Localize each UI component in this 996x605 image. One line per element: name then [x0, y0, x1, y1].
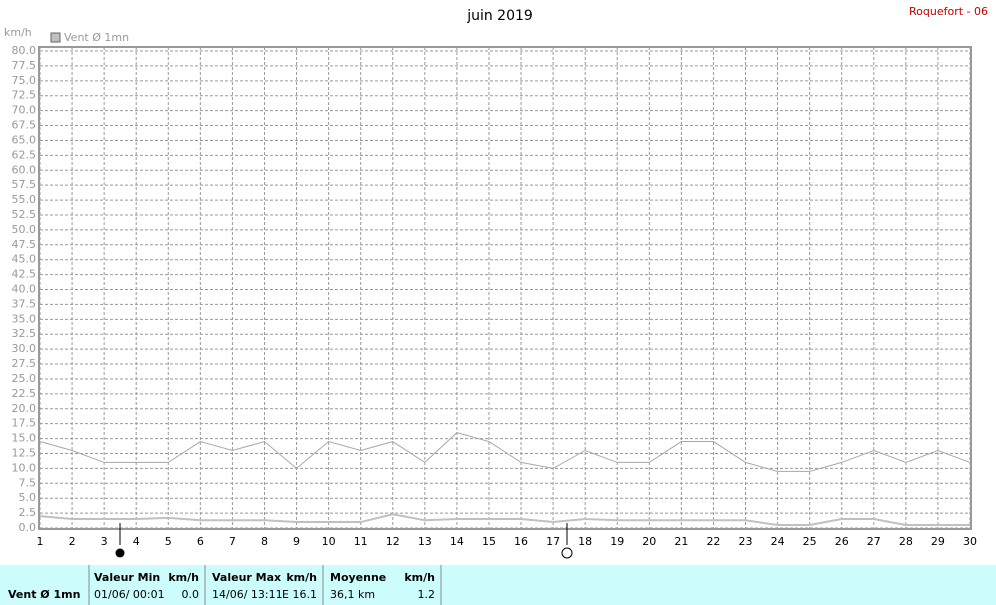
x-tick-label: 23 [739, 535, 753, 548]
footer: Vent Ø 1mn Valeur Min km/h 01/06/ 00:01 … [0, 565, 996, 605]
col-unit: km/h [286, 571, 317, 584]
col-value: 1.2 [418, 588, 436, 601]
y-tick-label: 12.5 [12, 446, 37, 459]
y-tick-label: 60.0 [12, 163, 37, 176]
x-tick-label: 21 [674, 535, 688, 548]
col-date: 01/06/ 00:01 [94, 588, 165, 601]
y-tick-label: 15.0 [12, 432, 37, 445]
footer-label: Vent Ø 1mn [8, 588, 80, 601]
x-tick-label: 7 [229, 535, 236, 548]
col-value: E 16.1 [282, 588, 317, 601]
x-tick-label: 6 [197, 535, 204, 548]
x-tick-label: 10 [322, 535, 336, 548]
station: Roquefort - 06 [909, 5, 988, 18]
y-tick-label: 35.0 [12, 312, 37, 325]
x-tick-label: 20 [642, 535, 656, 548]
x-tick-label: 12 [386, 535, 400, 548]
y-tick-label: 75.0 [12, 74, 37, 87]
y-tick-label: 52.5 [12, 208, 37, 221]
col-date: 14/06/ 13:11 [212, 588, 283, 601]
x-tick-label: 19 [610, 535, 624, 548]
legend-swatch [50, 32, 61, 43]
x-tick-label: 22 [706, 535, 720, 548]
y-tick-label: 0.0 [19, 521, 37, 534]
col-title: Valeur Max [212, 571, 281, 584]
chart-title: juin 2019 [466, 8, 533, 24]
y-tick-label: 62.5 [12, 148, 37, 161]
y-tick-label: 17.5 [12, 417, 37, 430]
x-tick-label: 30 [963, 535, 977, 548]
legend-label: Vent Ø 1mn [64, 31, 129, 44]
y-tick-label: 5.0 [19, 491, 37, 504]
x-tick-label: 15 [482, 535, 496, 548]
x-tick-label: 1 [37, 535, 44, 548]
y-tick-label: 37.5 [12, 297, 37, 310]
x-tick-label: 29 [931, 535, 945, 548]
y-tick-label: 70.0 [12, 104, 37, 117]
y-tick-label: 30.0 [12, 342, 37, 355]
x-tick-label: 9 [293, 535, 300, 548]
y-tick-label: 65.0 [12, 133, 37, 146]
x-tick-label: 28 [899, 535, 913, 548]
y-tick-label: 22.5 [12, 387, 37, 400]
series-line [39, 432, 971, 472]
x-tick-label: 18 [578, 535, 592, 548]
y-tick-label: 7.5 [19, 476, 37, 489]
series-line [39, 513, 970, 527]
y-tick-label: 55.0 [12, 193, 37, 206]
y-tick-label: 45.0 [12, 253, 37, 266]
x-tick-label: 27 [867, 535, 881, 548]
moon-icon [115, 548, 125, 558]
y-tick-label: 67.5 [12, 119, 37, 132]
y-tick-label: 72.5 [12, 89, 37, 102]
y-tick-label: 20.0 [12, 402, 37, 415]
y-tick-label: 57.5 [12, 178, 37, 191]
x-tick-label: 13 [418, 535, 432, 548]
x-tick-label: 17 [546, 535, 560, 548]
x-tick-label: 5 [165, 535, 172, 548]
x-tick-label: 25 [803, 535, 817, 548]
x-tick-label: 11 [354, 535, 368, 548]
y-tick-label: 80.0 [12, 44, 37, 57]
col-value: 0.0 [182, 588, 200, 601]
x-tick-label: 24 [771, 535, 785, 548]
footer-bg [0, 565, 996, 605]
col-unit: km/h [168, 571, 199, 584]
x-tick-label: 26 [835, 535, 849, 548]
y-tick-label: 77.5 [12, 59, 37, 72]
x-tick-label: 3 [101, 535, 108, 548]
col-title: Valeur Min [94, 571, 160, 584]
y-tick-label: 50.0 [12, 223, 37, 236]
y-tick-label: 25.0 [12, 372, 37, 385]
x-tick-label: 8 [261, 535, 268, 548]
plot-frame [38, 46, 972, 530]
x-tick-label: 4 [133, 535, 140, 548]
y-tick-label: 27.5 [12, 357, 37, 370]
y-unit: km/h [4, 26, 32, 39]
y-tick-label: 42.5 [12, 268, 37, 281]
y-tick-label: 40.0 [12, 283, 37, 296]
x-tick-label: 14 [450, 535, 464, 548]
x-tick-label: 16 [514, 535, 528, 548]
y-tick-label: 10.0 [12, 461, 37, 474]
y-tick-label: 47.5 [12, 238, 37, 251]
x-tick-label: 2 [69, 535, 76, 548]
y-tick-label: 32.5 [12, 327, 37, 340]
y-tick-label: 2.5 [19, 506, 37, 519]
col-date: 36,1 km [330, 588, 375, 601]
col-title: Moyenne [330, 571, 386, 584]
col-unit: km/h [404, 571, 435, 584]
moon-icon [561, 547, 573, 559]
